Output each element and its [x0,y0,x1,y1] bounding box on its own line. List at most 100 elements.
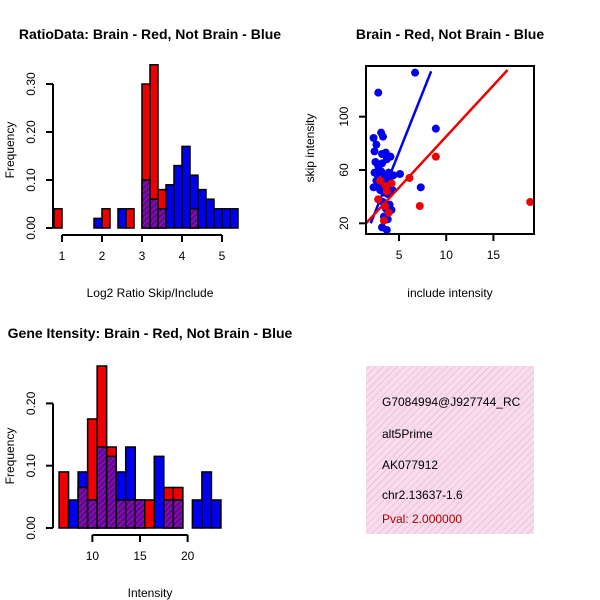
scatter-point-brain [379,216,388,225]
intensity-overlap-bar [163,499,175,529]
scatter-chart-title: Brain - Red, Not Brain - Blue [356,26,544,42]
scatter-y-tick-label: 100 [337,106,351,126]
scatter-point-not-brain [374,88,383,97]
scatter-point-brain [387,179,396,188]
intensity-overlap-bar [172,499,184,529]
scatter-point-not-brain [372,140,381,149]
scatter-point-brain [376,176,385,185]
ratio-overlap-bar [141,179,151,229]
scatter-point-not-brain [369,134,378,142]
ratio-y-tick-label: 0.20 [24,120,38,144]
info-accession: AK077912 [382,458,438,472]
scatter-frame [365,65,535,235]
scatter-point-not-brain [416,183,425,192]
intensity-x-tick-label: 10 [86,549,100,563]
ratio-overlap-bar [149,198,159,229]
ratio-y-tick-label: 0.00 [24,216,38,240]
scatter-y-tick-label: 20 [337,216,351,230]
ratio-bar [173,164,183,229]
info-location: chr2.13637-1.6 [382,488,463,502]
scatter-panel: Brain - Red, Not Brain - Blue 5 10 15 20 60 1… [303,26,544,300]
intensity-bars [58,365,222,529]
intensity-overlap-bar [86,499,98,529]
ratio-bar [213,208,223,229]
ratio-bar [165,184,175,229]
ratio-bar [93,217,103,229]
info-pval: Pval: 2.000000 [382,512,462,526]
intensity-x-axis-label: Intensity [128,586,173,600]
intensity-x-tick-label: 15 [133,549,147,563]
scatter-fit-line-brain [366,69,509,225]
intensity-bar [191,499,203,529]
scatter-x-tick-label: 10 [440,248,454,262]
scatter-y-axis-label: skip intensity [303,114,317,183]
ratio-bar [181,145,191,229]
ratio-bar [53,208,63,229]
scatter-point-brain [382,187,391,196]
scatter-point-not-brain [386,152,395,161]
scatter-point-not-brain [431,124,440,133]
ratio-bar [101,208,111,229]
scatter-y-tick-label: 60 [337,163,351,177]
scatter-x-tick-label: 5 [396,248,403,262]
intensity-bar [67,499,79,529]
scatter-point-brain [526,198,534,206]
info-probe-id: G7084994@J927744_RC [382,395,521,409]
ratio-x-tick-label: 2 [99,249,106,263]
scatter-point-not-brain [395,170,404,178]
intensity-bar [144,499,156,529]
ratio-x-tick-label: 3 [139,249,146,263]
intensity-histogram-panel: Gene Itensity: Brain - Red, Not Brain - … [3,325,293,600]
ratio-bar [221,208,231,229]
ratio-bars [53,64,239,229]
scatter-point-not-brain [370,147,379,156]
intensity-y-tick-label: 0.10 [24,454,38,478]
ratio-axes: 1 2 3 4 5 0.00 0.10 0.20 0.30 [24,72,226,263]
ratio-bar [125,208,135,229]
intensity-bar [153,455,165,529]
ratio-x-tick-label: 5 [219,249,226,263]
scatter-plot-area [366,68,534,234]
ratio-bar [117,208,127,229]
intensity-x-tick-label: 20 [181,549,195,563]
scatter-point-not-brain [378,132,387,141]
info-event-type: alt5Prime [382,427,433,441]
scatter-x-axis-label: include intensity [407,286,492,300]
scatter-point-brain [415,202,424,210]
intensity-overlap-bar [134,499,146,529]
intensity-overlap-bar [77,486,89,529]
intensity-overlap-bar [96,446,108,529]
ratio-x-axis-label: Log2 Ratio Skip/Include [87,286,214,300]
ratio-overlap-bar [157,208,167,229]
scatter-point-brain [374,195,383,204]
ratio-y-tick-label: 0.10 [24,168,38,192]
intensity-y-tick-label: 0.00 [24,516,38,540]
ratio-y-tick-label: 0.30 [24,72,38,96]
intensity-y-axis-label: Frequency [3,428,17,485]
info-box-background [366,366,534,534]
ratio-bar [197,188,207,229]
intensity-axes: 10 15 20 0.00 0.10 0.20 [24,391,195,563]
ratio-bar [229,208,239,229]
scatter-point-brain [431,152,440,161]
intensity-chart-title: Gene Itensity: Brain - Red, Not Brain - … [8,325,293,341]
intensity-bar [201,471,213,529]
intensity-overlap-bar [105,455,117,529]
ratio-bar [205,198,215,229]
ratio-histogram-panel: RatioData: Brain - Red, Not Brain - Blue… [3,26,281,300]
scatter-point-not-brain [369,183,378,192]
intensity-overlap-bar [115,499,127,529]
ratio-x-tick-label: 1 [59,249,66,263]
ratio-chart-title: RatioData: Brain - Red, Not Brain - Blue [19,26,281,42]
ratio-x-tick-label: 4 [179,249,186,263]
ratio-y-axis-label: Frequency [3,122,17,179]
intensity-bar [58,471,70,529]
intensity-y-tick-label: 0.20 [24,391,38,415]
intensity-overlap-bar [124,499,136,529]
ratio-overlap-bar [189,208,199,229]
scatter-axes: 5 10 15 20 60 100 [337,65,535,262]
scatter-clipped-group [366,68,534,234]
scatter-x-tick-label: 15 [487,248,501,262]
info-panel: G7084994@J927744_RC alt5Prime AK077912 c… [366,366,534,534]
